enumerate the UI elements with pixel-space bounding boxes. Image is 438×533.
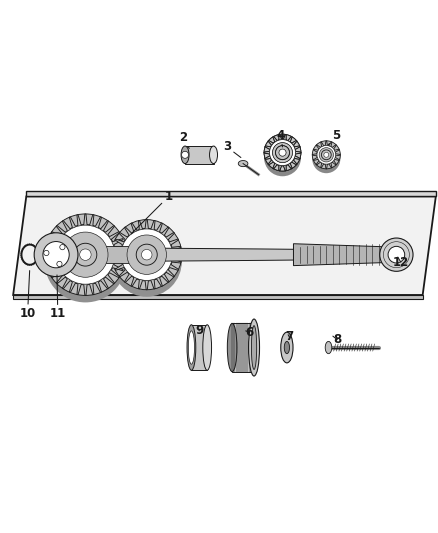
Text: 8: 8 (333, 333, 341, 346)
Polygon shape (13, 295, 423, 300)
Ellipse shape (187, 325, 196, 370)
Circle shape (112, 227, 182, 297)
Circle shape (121, 229, 173, 280)
Circle shape (264, 134, 301, 171)
Circle shape (269, 140, 296, 166)
Ellipse shape (325, 342, 332, 354)
Circle shape (45, 219, 126, 301)
Ellipse shape (188, 331, 194, 364)
Circle shape (276, 146, 290, 159)
Circle shape (45, 217, 126, 299)
Polygon shape (45, 214, 126, 295)
Ellipse shape (238, 160, 248, 167)
Polygon shape (264, 134, 301, 171)
Circle shape (141, 249, 152, 260)
Circle shape (45, 221, 126, 302)
Circle shape (45, 214, 126, 295)
Circle shape (56, 225, 115, 284)
Circle shape (321, 150, 331, 160)
Text: 9: 9 (195, 325, 203, 337)
Text: 5: 5 (328, 130, 340, 145)
Polygon shape (385, 247, 405, 263)
Circle shape (112, 221, 182, 292)
Ellipse shape (209, 146, 218, 164)
Ellipse shape (227, 324, 237, 372)
Circle shape (324, 152, 329, 157)
Ellipse shape (203, 325, 212, 370)
Circle shape (43, 241, 69, 268)
Circle shape (264, 134, 301, 171)
Circle shape (272, 143, 293, 163)
Circle shape (44, 251, 49, 256)
Ellipse shape (181, 146, 189, 164)
Polygon shape (112, 220, 182, 290)
Polygon shape (88, 248, 392, 262)
Text: 4: 4 (276, 128, 284, 147)
Circle shape (264, 138, 301, 174)
Text: 11: 11 (49, 275, 66, 320)
Circle shape (60, 245, 65, 250)
Circle shape (279, 149, 286, 156)
Circle shape (312, 145, 340, 173)
Text: 2: 2 (179, 131, 189, 148)
Circle shape (127, 235, 166, 274)
Circle shape (272, 143, 293, 163)
Circle shape (264, 136, 301, 173)
Circle shape (57, 261, 62, 266)
Circle shape (380, 238, 413, 271)
Text: 3: 3 (223, 140, 241, 158)
Text: 10: 10 (19, 271, 36, 320)
Circle shape (45, 216, 126, 297)
Circle shape (182, 151, 188, 158)
Bar (232, 324, 254, 372)
Circle shape (312, 142, 340, 170)
Ellipse shape (281, 332, 293, 363)
Ellipse shape (251, 326, 257, 369)
Circle shape (276, 146, 290, 159)
Circle shape (112, 223, 182, 293)
Circle shape (319, 148, 333, 162)
Circle shape (112, 220, 182, 290)
Circle shape (269, 140, 296, 166)
Circle shape (317, 146, 336, 164)
Polygon shape (264, 134, 301, 171)
Circle shape (279, 149, 286, 156)
Circle shape (112, 225, 182, 295)
Text: 1: 1 (131, 190, 173, 234)
Circle shape (63, 232, 108, 277)
Circle shape (136, 244, 157, 265)
Circle shape (34, 233, 78, 277)
Ellipse shape (249, 324, 259, 372)
Polygon shape (13, 197, 436, 295)
Circle shape (74, 243, 97, 266)
Text: 12: 12 (392, 256, 409, 269)
Circle shape (80, 249, 91, 261)
Circle shape (312, 141, 340, 169)
Polygon shape (312, 141, 340, 169)
Bar (185, 146, 214, 164)
Ellipse shape (284, 342, 290, 354)
Text: 7: 7 (285, 330, 293, 343)
Bar (392, 251, 403, 259)
Ellipse shape (249, 319, 259, 376)
Circle shape (264, 140, 301, 176)
Polygon shape (293, 244, 385, 265)
Circle shape (312, 143, 340, 172)
Circle shape (388, 246, 405, 263)
Bar (88, 246, 131, 263)
Polygon shape (26, 191, 436, 197)
Bar (191, 325, 207, 370)
Text: 6: 6 (246, 326, 254, 338)
